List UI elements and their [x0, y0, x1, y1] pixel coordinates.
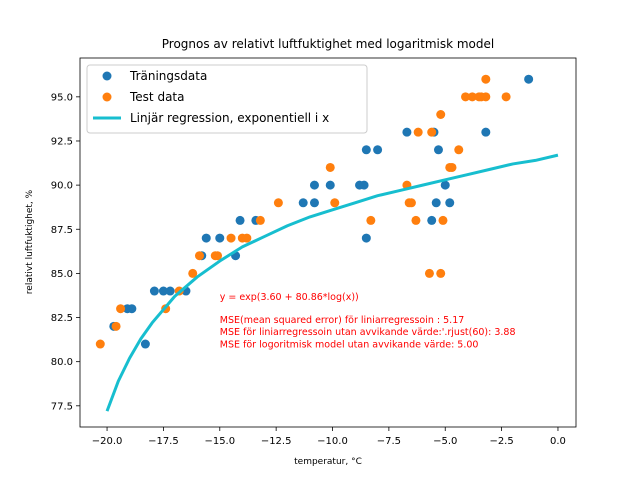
data-point: [95, 339, 105, 349]
data-point: [215, 233, 225, 243]
x-tick-label: −20.0: [92, 436, 123, 447]
data-point: [467, 92, 477, 102]
data-point: [373, 145, 383, 155]
x-tick-label: −15.0: [204, 436, 235, 447]
data-point: [406, 198, 416, 208]
data-point: [433, 145, 443, 155]
data-point: [149, 286, 159, 296]
data-point: [194, 251, 204, 261]
y-tick-label: 85.0: [51, 269, 73, 280]
data-point: [330, 198, 340, 208]
data-point: [402, 127, 412, 137]
annotations: y = exp(3.60 + 80.86*log(x)) MSE(mean squ…: [220, 292, 516, 351]
annotation-text: MSE för logoritmisk model utan avvikande…: [220, 340, 479, 351]
annotation-text: MSE för liniarregressoin utan avvikande …: [220, 327, 516, 338]
legend-label: Träningsdata: [129, 69, 207, 83]
data-point: [140, 339, 150, 349]
data-point: [298, 198, 308, 208]
annotation-text: MSE(mean squared error) för liniarregres…: [220, 315, 464, 326]
data-point: [431, 198, 441, 208]
data-point: [273, 198, 283, 208]
x-tick-label: −12.5: [261, 436, 292, 447]
legend-label: Test data: [129, 90, 184, 104]
data-point: [188, 268, 198, 278]
data-point: [411, 215, 421, 225]
data-point: [116, 304, 126, 314]
y-axis: 77.5 80.0 82.5 85.0 87.5 90.0 92.5 95.0: [51, 92, 80, 412]
x-tick-label: −10.0: [317, 436, 348, 447]
data-point: [325, 162, 335, 172]
x-axis-label: temperatur, °C: [294, 457, 362, 467]
legend: Träningsdata Test data Linjär regression, …: [86, 64, 368, 134]
data-point: [325, 180, 335, 190]
data-point: [309, 180, 319, 190]
data-point: [413, 127, 423, 137]
x-tick-label: −2.5: [489, 436, 513, 447]
data-point: [255, 215, 265, 225]
data-point: [481, 92, 491, 102]
data-point: [235, 215, 245, 225]
plot-area: [95, 74, 559, 412]
data-point: [447, 162, 457, 172]
x-tick-label: 0.0: [550, 436, 566, 447]
y-tick-label: 92.5: [51, 136, 73, 147]
y-tick-label: 82.5: [51, 313, 73, 324]
y-tick-label: 77.5: [51, 401, 73, 412]
y-tick-label: 90.0: [51, 181, 73, 192]
data-point: [524, 74, 534, 84]
data-point: [226, 233, 236, 243]
x-tick-label: −17.5: [148, 436, 179, 447]
annotation-text: y = exp(3.60 + 80.86*log(x)): [220, 292, 359, 303]
data-point: [454, 145, 464, 155]
legend-marker: [102, 92, 112, 102]
data-point: [424, 268, 434, 278]
data-point: [438, 215, 448, 225]
data-point: [361, 233, 371, 243]
data-point: [481, 74, 491, 84]
legend-label: Linjär regression, exponentiell i x: [130, 111, 329, 125]
data-point: [461, 92, 471, 102]
plot-frame: [79, 57, 577, 428]
series-0: [109, 74, 534, 349]
data-point: [436, 268, 446, 278]
data-point: [427, 127, 437, 137]
data-point: [501, 92, 511, 102]
data-point: [201, 233, 211, 243]
data-point: [436, 110, 446, 119]
data-point: [361, 145, 371, 155]
data-point: [213, 251, 223, 261]
legend-marker: [102, 71, 112, 81]
series-line: [105, 153, 559, 412]
y-tick-label: 95.0: [51, 92, 73, 103]
series-2: [105, 153, 559, 412]
x-tick-label: −5.0: [433, 436, 457, 447]
data-point: [158, 286, 168, 296]
data-point: [165, 286, 175, 296]
data-point: [481, 127, 491, 137]
data-point: [366, 215, 376, 225]
data-point: [427, 215, 437, 225]
y-axis-label: relativt luftfuktighet, %: [25, 189, 35, 294]
y-tick-label: 87.5: [51, 225, 73, 236]
x-tick-label: −7.5: [377, 436, 401, 447]
data-point: [111, 321, 121, 331]
x-axis: −20.0 −17.5 −15.0 −12.5 −10.0 −7.5 −5.0 −2.5 0.0: [92, 427, 566, 447]
legend-box: [86, 64, 368, 134]
data-point: [359, 180, 369, 190]
series-1: [95, 74, 511, 349]
data-point: [445, 198, 455, 208]
data-point: [127, 304, 137, 314]
y-tick-label: 80.0: [51, 357, 73, 368]
data-point: [242, 233, 252, 243]
data-point: [440, 180, 450, 190]
chart-title: Prognos av relativt luftfuktighet med lo…: [162, 37, 494, 51]
data-point: [309, 198, 319, 208]
